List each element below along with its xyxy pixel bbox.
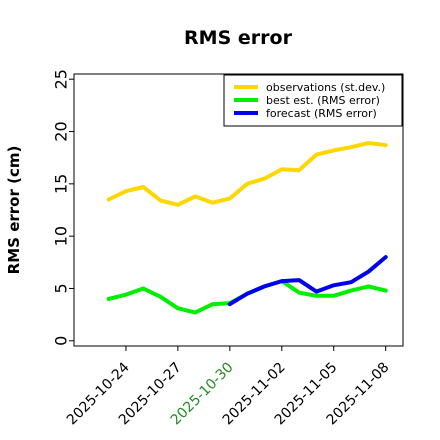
series-line-0: [106, 141, 388, 207]
y-tick-label: 20: [52, 121, 71, 141]
legend: observations (st.dev.)best est. (RMS err…: [223, 74, 403, 127]
y-tick-label: 0: [52, 336, 71, 346]
legend-label-0: observations (st.dev.): [266, 81, 385, 94]
chart-title: RMS error: [184, 27, 293, 49]
y-tick-label: 15: [52, 174, 71, 194]
legend-label-2: forecast (RMS error): [266, 107, 377, 120]
series-line-1: [106, 279, 388, 315]
y-tick-label: 5: [52, 283, 71, 293]
legend-label-1: best est. (RMS error): [266, 94, 380, 107]
y-tick-label: 25: [52, 69, 71, 89]
plot-area-frame: [73, 73, 404, 347]
series-line-2: [227, 255, 388, 307]
x-axis: 2025-10-242025-10-272025-10-302025-11-02…: [64, 346, 393, 428]
y-tick-label: 10: [52, 226, 71, 246]
y-axis-label: RMS error (cm): [5, 146, 23, 275]
series-layer: [106, 141, 388, 315]
y-axis: 0 5 10 15 20 25: [52, 69, 74, 346]
